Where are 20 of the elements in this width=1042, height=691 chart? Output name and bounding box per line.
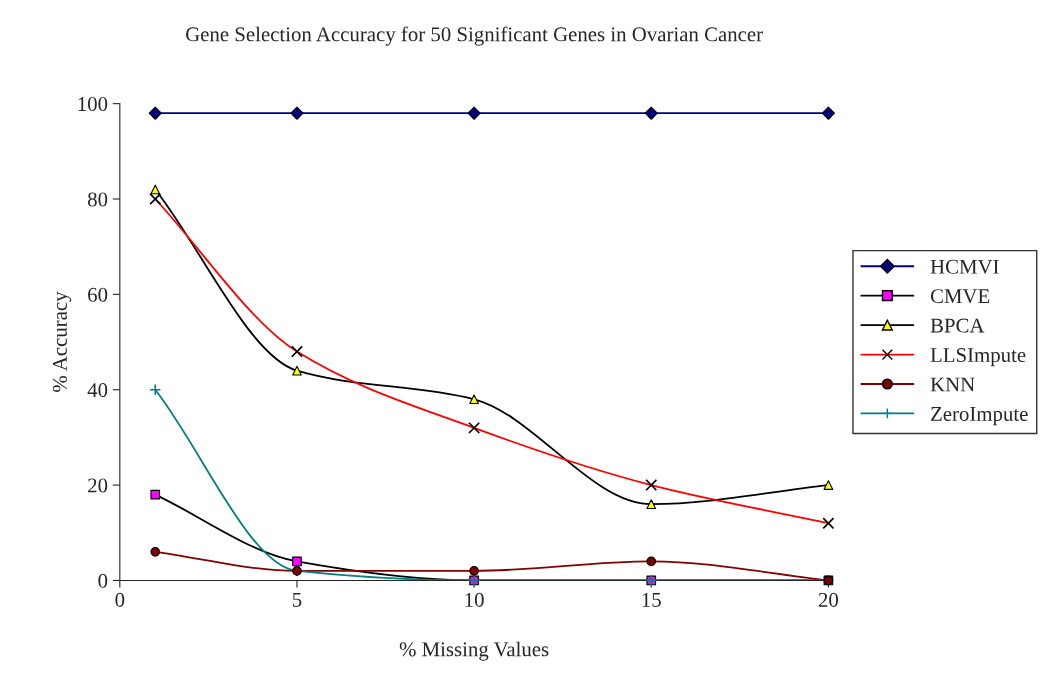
legend-label: CMVE [930, 289, 990, 304]
legend-label: ZeroImpute [931, 407, 1028, 426]
y-tick-label: 40 [87, 383, 108, 398]
y-tick-label: 100 [78, 97, 108, 112]
x-tick-label: 5 [292, 593, 302, 607]
legend-label: LLSImpute [930, 348, 1026, 367]
y-tick-label: 0 [98, 573, 108, 588]
x-tick-label: 20 [818, 592, 839, 607]
x-axis-title: % Missing Values [399, 641, 549, 661]
y-axis-title: % Accuracy [52, 291, 72, 392]
y-tick-label: 60 [88, 287, 108, 302]
chart-title: Gene Selection Accuracy for 50 Significant Genes in Ovarian Cancer [186, 26, 763, 46]
legend-label: HCMVI [930, 259, 999, 274]
y-tick-label: 80 [87, 192, 108, 207]
x-tick-label: 10 [465, 592, 484, 607]
y-tick-label: 20 [88, 478, 108, 493]
legend-label: KNN [930, 377, 975, 392]
x-tick-label: 15 [642, 592, 661, 607]
x-tick-label: 0 [115, 592, 125, 607]
legend-label: BPCA [930, 318, 985, 333]
